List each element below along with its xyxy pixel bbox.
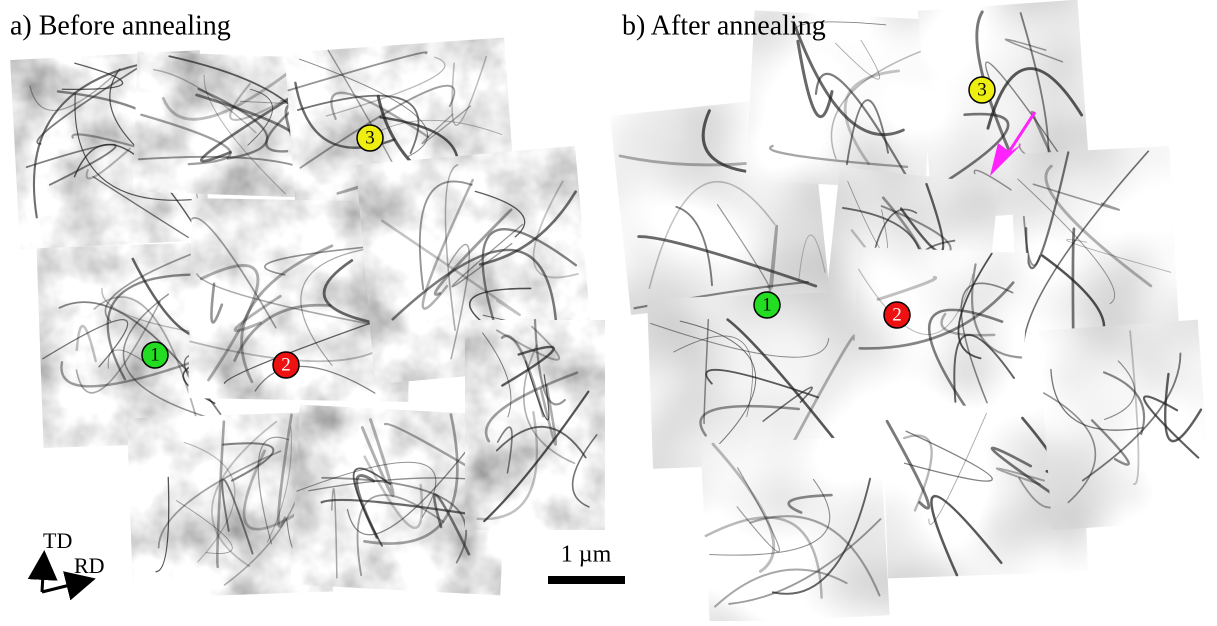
axis-label: RD — [74, 553, 105, 578]
marker: 1 — [754, 292, 780, 318]
marker-label: 2 — [892, 304, 902, 325]
tile-image — [852, 247, 1027, 413]
orientation-axes: TD RD — [42, 528, 105, 592]
axis-label: TD — [43, 528, 72, 553]
tile — [1038, 320, 1212, 531]
tile-image — [1038, 320, 1212, 531]
tile — [700, 435, 889, 621]
marker-label: 1 — [762, 294, 772, 315]
figure: a) Before annealing b) After annealing 1… — [0, 0, 1217, 621]
marker: 3 — [357, 125, 383, 151]
marker-label: 1 — [150, 344, 160, 365]
marker: 2 — [273, 352, 299, 378]
tile — [852, 247, 1027, 413]
marker: 3 — [969, 77, 995, 103]
scale-bar: 1 µm — [548, 542, 625, 585]
marker-label: 3 — [365, 127, 375, 148]
marker-label: 2 — [281, 354, 291, 375]
panel-title: a) Before annealing — [10, 10, 231, 41]
marker: 1 — [142, 342, 168, 368]
scale-bar-label: 1 µm — [561, 542, 612, 568]
marker: 2 — [884, 302, 910, 328]
panel-title: b) After annealing — [622, 10, 826, 41]
marker-label: 3 — [977, 79, 987, 100]
micrograph-after — [610, 0, 1212, 621]
tile — [465, 320, 605, 530]
micrograph-before — [10, 38, 605, 599]
